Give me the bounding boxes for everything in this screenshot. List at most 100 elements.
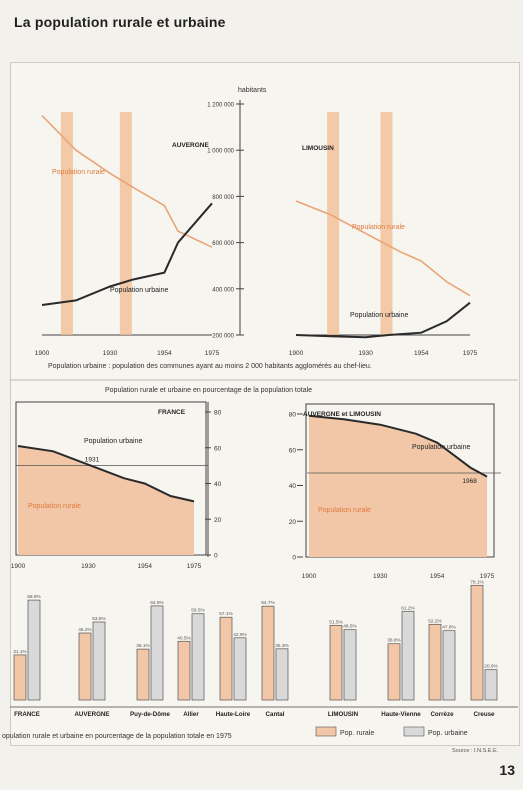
bar-value-label: 52.2% (428, 618, 442, 624)
bar-rural (428, 623, 442, 701)
bar-value-label: 57.1% (219, 611, 233, 617)
bar-value-label: 51.5% (329, 619, 343, 625)
bar-category-label: Creuse (474, 711, 496, 718)
bar-urban (191, 613, 205, 701)
bar-urban (484, 669, 498, 701)
label-rural-france: Population rurale (28, 503, 81, 510)
ytick-label: 400 000 (212, 287, 234, 293)
panel-title-limousin: LIMOUSIN (302, 145, 334, 152)
ytick-label: 600 000 (212, 241, 234, 247)
bar-urban (275, 648, 289, 701)
pct-tick-label: 0 (214, 553, 218, 560)
bar-chart: 31.1% 68.9% FRANCE 46.2%53.8% AUVERGNE 35.1% 6… (13, 579, 498, 718)
line-auvergne-urban (41, 202, 213, 306)
bar-value-label: 31.1% (13, 649, 27, 655)
bar-category-label: Haute-Loire (216, 711, 251, 718)
xtick-label: 1930 (103, 350, 118, 357)
y-ticks-top: 200 000 400 000 600 000 800 000 1 000 000 1 2… (207, 103, 244, 340)
pct-tick-label: 20 (214, 517, 222, 524)
bar-value-label: 20.9% (484, 664, 498, 670)
label-rural-auvergne: Population rurale (52, 169, 105, 176)
bar-category-label: Puy-de-Dôme (130, 711, 170, 718)
panel-title-france: FRANCE (158, 409, 186, 416)
bar-rural (387, 643, 401, 701)
bar-urban (150, 605, 164, 701)
panel-limousin: Population rurale LIMOUSIN Population ur… (295, 112, 471, 339)
x-ticks-top: 1900 1930 1954 1975 1900 1930 1954 1975 (35, 350, 478, 357)
bar-category-label: LIMOUSIN (328, 711, 359, 718)
bar-value-label: 48.5% (343, 624, 357, 630)
y-ticks-pct: 0 0 20 20 40 40 60 60 80 80 (205, 410, 303, 562)
bar-value-label: 40.5% (177, 635, 191, 641)
legend-rural-label: Pop. rurale (340, 730, 374, 737)
xtick-label-pct: 1930 (373, 573, 388, 580)
xtick-label-pct: 1900 (302, 573, 317, 580)
xtick-label-pct: 1954 (137, 563, 152, 570)
panel-auvergne: AUVERGNE Population rurale Population ur… (41, 112, 213, 336)
xtick-label: 1975 (463, 350, 478, 357)
ytick-label: 200 000 (212, 334, 234, 340)
line-limousin-urban (295, 301, 471, 339)
xtick-label: 1930 (358, 350, 373, 357)
bar-category-label: Corrèze (430, 711, 454, 718)
label-urban-limousin: Population urbaine (350, 312, 408, 319)
xtick-label-pct: 1975 (187, 563, 202, 570)
panel-france: 1931 FRANCE Population urbaine Populatio… (15, 401, 208, 556)
x-ticks-mid: 1900 1930 1954 1975 1900 1930 1954 1975 (11, 563, 495, 580)
bar-rural (177, 640, 191, 701)
legend-urban-swatch (403, 726, 425, 737)
page-number: 13 (499, 762, 515, 778)
area-rural-france (18, 446, 194, 555)
bar-rural (78, 632, 92, 701)
bar-value-label: 64.7% (261, 600, 275, 606)
label-urban-france: Population urbaine (84, 438, 142, 445)
bar-value-label: 35.3% (275, 643, 289, 649)
panel-auvergne-limousin: 1968 AUVERGNE et LIMOUSIN Population urb… (303, 403, 501, 558)
bar-value-label: 47.8% (442, 625, 456, 631)
bar-category-label: Cantal (266, 711, 285, 718)
source-note: Source : I.N.S.E.E. (452, 748, 499, 754)
bar-urban (27, 599, 41, 701)
line-auvergne-rural (41, 115, 213, 248)
band-auvergne-0 (60, 112, 73, 335)
bar-value-label: 79.1% (470, 579, 484, 585)
ytick-label: 1 000 000 (207, 149, 234, 155)
pct-tick-label: 0 (292, 555, 296, 562)
line-limousin-rural (295, 200, 471, 297)
legend-rural-swatch (315, 726, 337, 737)
bar-value-label: 53.8% (92, 616, 106, 622)
bar-rural (219, 616, 233, 701)
band-auvergne-1 (119, 112, 132, 335)
pct-tick-label: 40 (214, 481, 222, 488)
urban-definition: Population urbaine : population des comm… (48, 363, 372, 370)
pct-tick-label: 20 (289, 519, 297, 526)
bar-category-label: AUVERGNE (74, 711, 109, 718)
xtick-label: 1900 (35, 350, 50, 357)
bar-urban (233, 637, 247, 701)
panel-title-auvergne: AUVERGNE (172, 142, 210, 149)
y-axis-top: habitants (238, 87, 267, 335)
bar-value-label: 64.9% (150, 600, 164, 606)
label-rural-limousin: Population rurale (352, 224, 405, 231)
bar-value-label: 38.8% (387, 638, 401, 644)
bar-category-label: FRANCE (14, 711, 40, 718)
label-urban-al: Population urbaine (412, 444, 470, 451)
bar-urban (401, 610, 415, 701)
legend-urban-label: Pop. urbaine (428, 730, 468, 737)
area-rural-al (309, 415, 487, 557)
xtick-label: 1975 (205, 350, 220, 357)
bar-value-label: 35.1% (136, 643, 150, 649)
label-rural-al: Population rurale (318, 507, 371, 514)
middle-title: Population rurale et urbaine en pourcent… (105, 387, 312, 394)
bar-value-label: 42.9% (233, 632, 247, 638)
xtick-label-pct: 1900 (11, 563, 26, 570)
bar-value-label: 46.2% (78, 627, 92, 633)
xtick-label: 1954 (414, 350, 429, 357)
panel-title-al: AUVERGNE et LIMOUSIN (303, 411, 381, 418)
bar-rural (329, 624, 343, 701)
xtick-label: 1900 (289, 350, 304, 357)
bar-value-label: 68.9% (27, 594, 41, 600)
bar-urban (343, 629, 357, 701)
xtick-label-pct: 1975 (480, 573, 495, 580)
